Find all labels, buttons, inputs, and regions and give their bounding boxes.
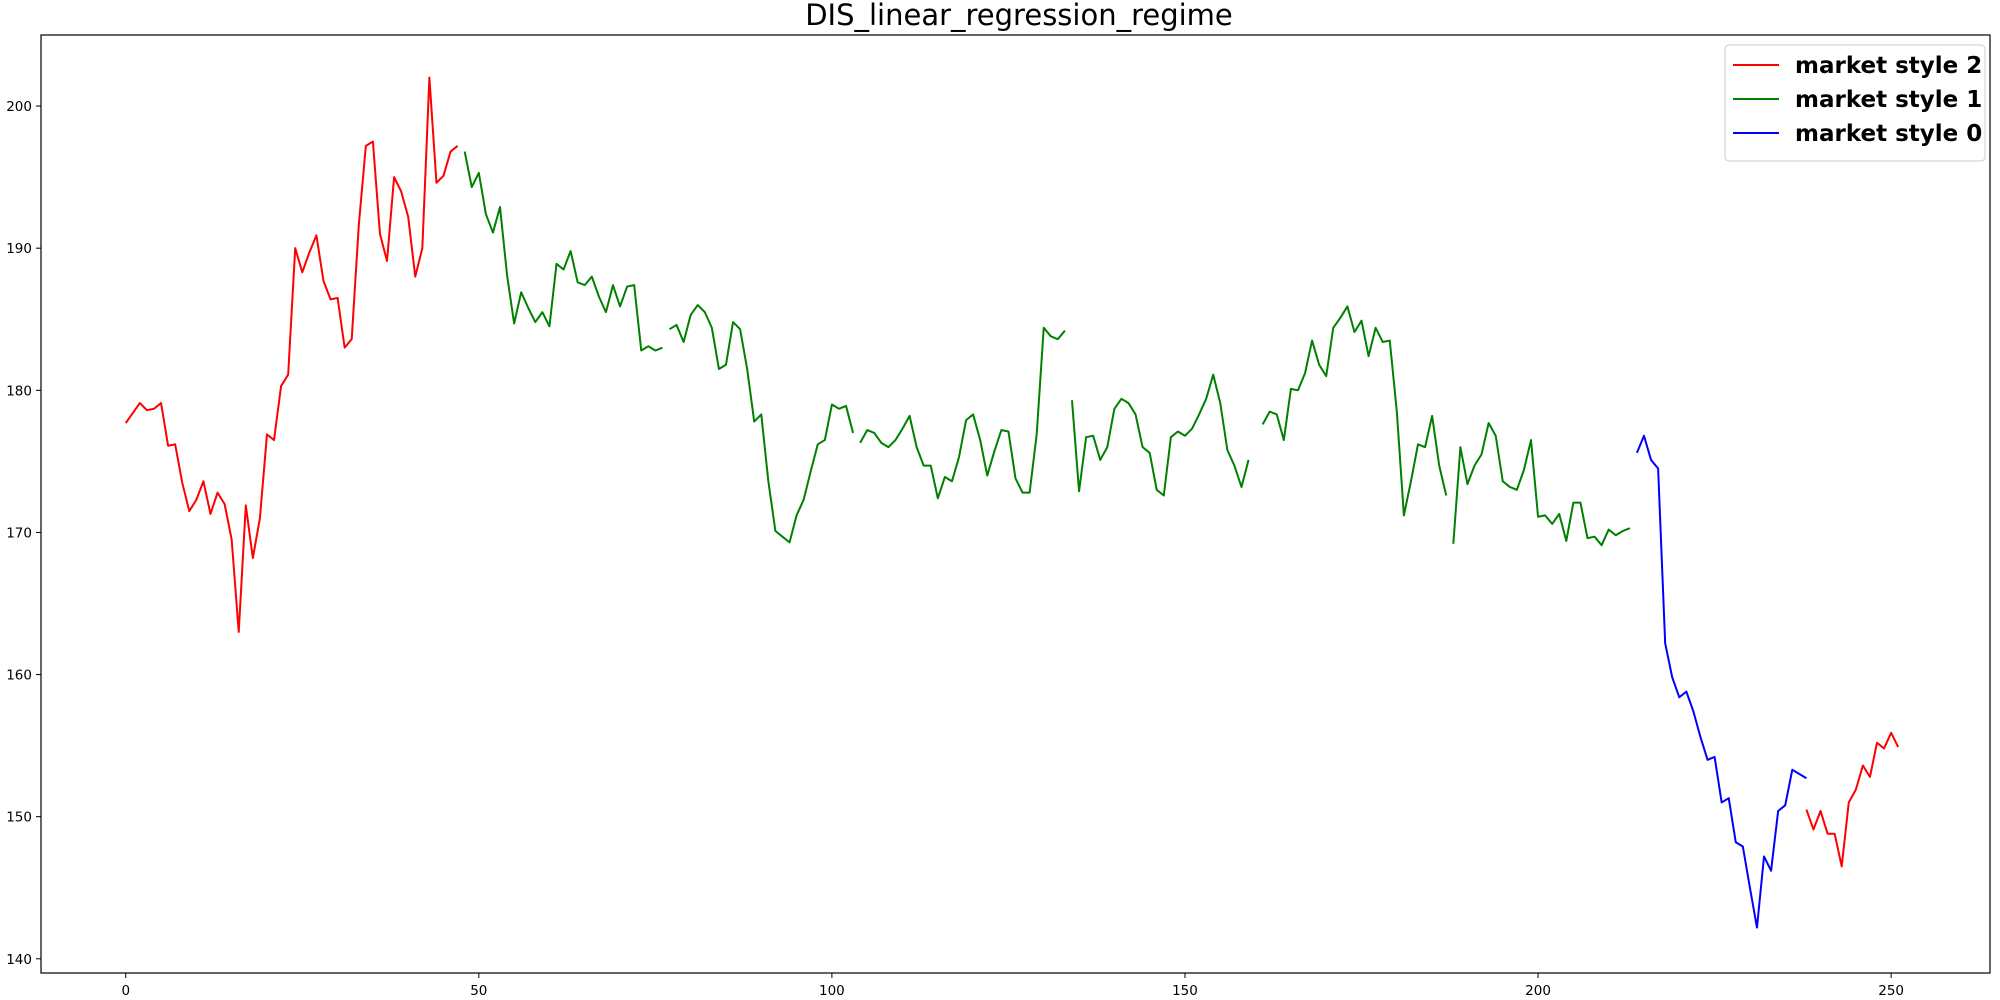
axes-layer: 0 50 100 150 200 250 140 150 160 170 180 190 200: [6, 99, 1904, 999]
series-line-market-style-1-segment-4: [1070, 373, 1250, 497]
legend-label: market style 2: [1795, 53, 1982, 79]
chart-title: DIS_linear_regression_regime: [805, 0, 1233, 32]
series-line-market-style-1-segment-2: [668, 304, 855, 544]
series-line-market-style-0-segment-1: [1635, 434, 1807, 929]
y-tick-label: 200: [6, 99, 32, 115]
y-tick-label: 160: [6, 668, 32, 684]
series-line-market-style-2-segment-1: [124, 76, 459, 633]
legend-label: market style 1: [1795, 87, 1982, 113]
legend: market style 2 market style 1 market style…: [1724, 44, 1986, 162]
y-tick-label: 150: [6, 810, 32, 826]
y-tick-label: 140: [6, 952, 32, 968]
y-tick-label: 180: [6, 383, 32, 399]
series-line-market-style-2-segment-2: [1805, 731, 1900, 868]
x-tick-label: 0: [121, 983, 130, 999]
y-tick-label: 170: [6, 525, 32, 541]
plot-frame: [40, 34, 1991, 974]
series-line-market-style-1-segment-5: [1261, 305, 1448, 517]
x-tick-label: 50: [470, 983, 487, 999]
x-tick-label: 250: [1878, 983, 1904, 999]
legend-box: [1724, 44, 1986, 162]
series-line-market-style-1-segment-3: [859, 326, 1066, 500]
series-line-market-style-1-segment-1: [463, 151, 663, 352]
legend-label: market style 0: [1795, 121, 1982, 147]
x-tick-label: 200: [1525, 983, 1551, 999]
x-tick-label: 100: [819, 983, 845, 999]
series-layer: [124, 76, 1900, 929]
y-tick-label: 190: [6, 241, 32, 257]
series-line-market-style-1-segment-6: [1452, 421, 1631, 547]
x-tick-label: 150: [1172, 983, 1198, 999]
